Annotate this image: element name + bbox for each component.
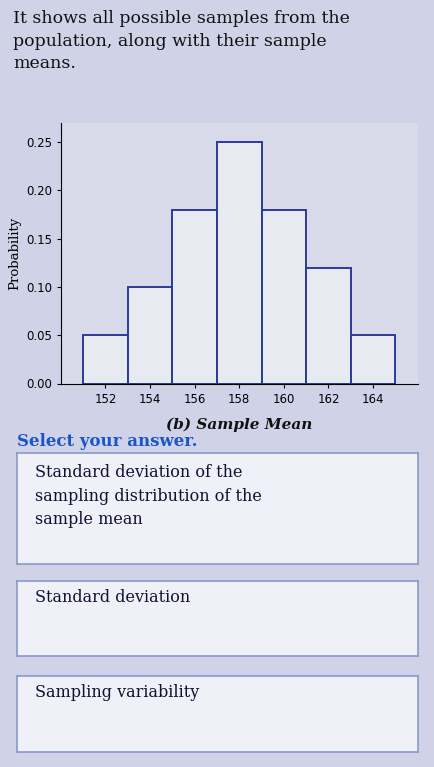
Bar	[172, 209, 217, 384]
Bar	[217, 142, 261, 384]
Text: It shows all possible samples from the
population, along with their sample
means: It shows all possible samples from the p…	[13, 10, 349, 72]
Text: Select your answer.: Select your answer.	[17, 433, 197, 450]
Text: (b) Sample Mean: (b) Sample Mean	[166, 418, 312, 433]
Y-axis label: Probability: Probability	[9, 216, 22, 290]
Text: Standard deviation: Standard deviation	[35, 589, 190, 606]
Text: Standard deviation of the
sampling distribution of the
sample mean: Standard deviation of the sampling distr…	[35, 464, 261, 528]
Text: Sampling variability: Sampling variability	[35, 684, 199, 701]
Bar	[83, 335, 128, 384]
Bar	[350, 335, 395, 384]
Bar	[261, 209, 306, 384]
Bar	[306, 268, 350, 384]
Bar	[128, 287, 172, 384]
